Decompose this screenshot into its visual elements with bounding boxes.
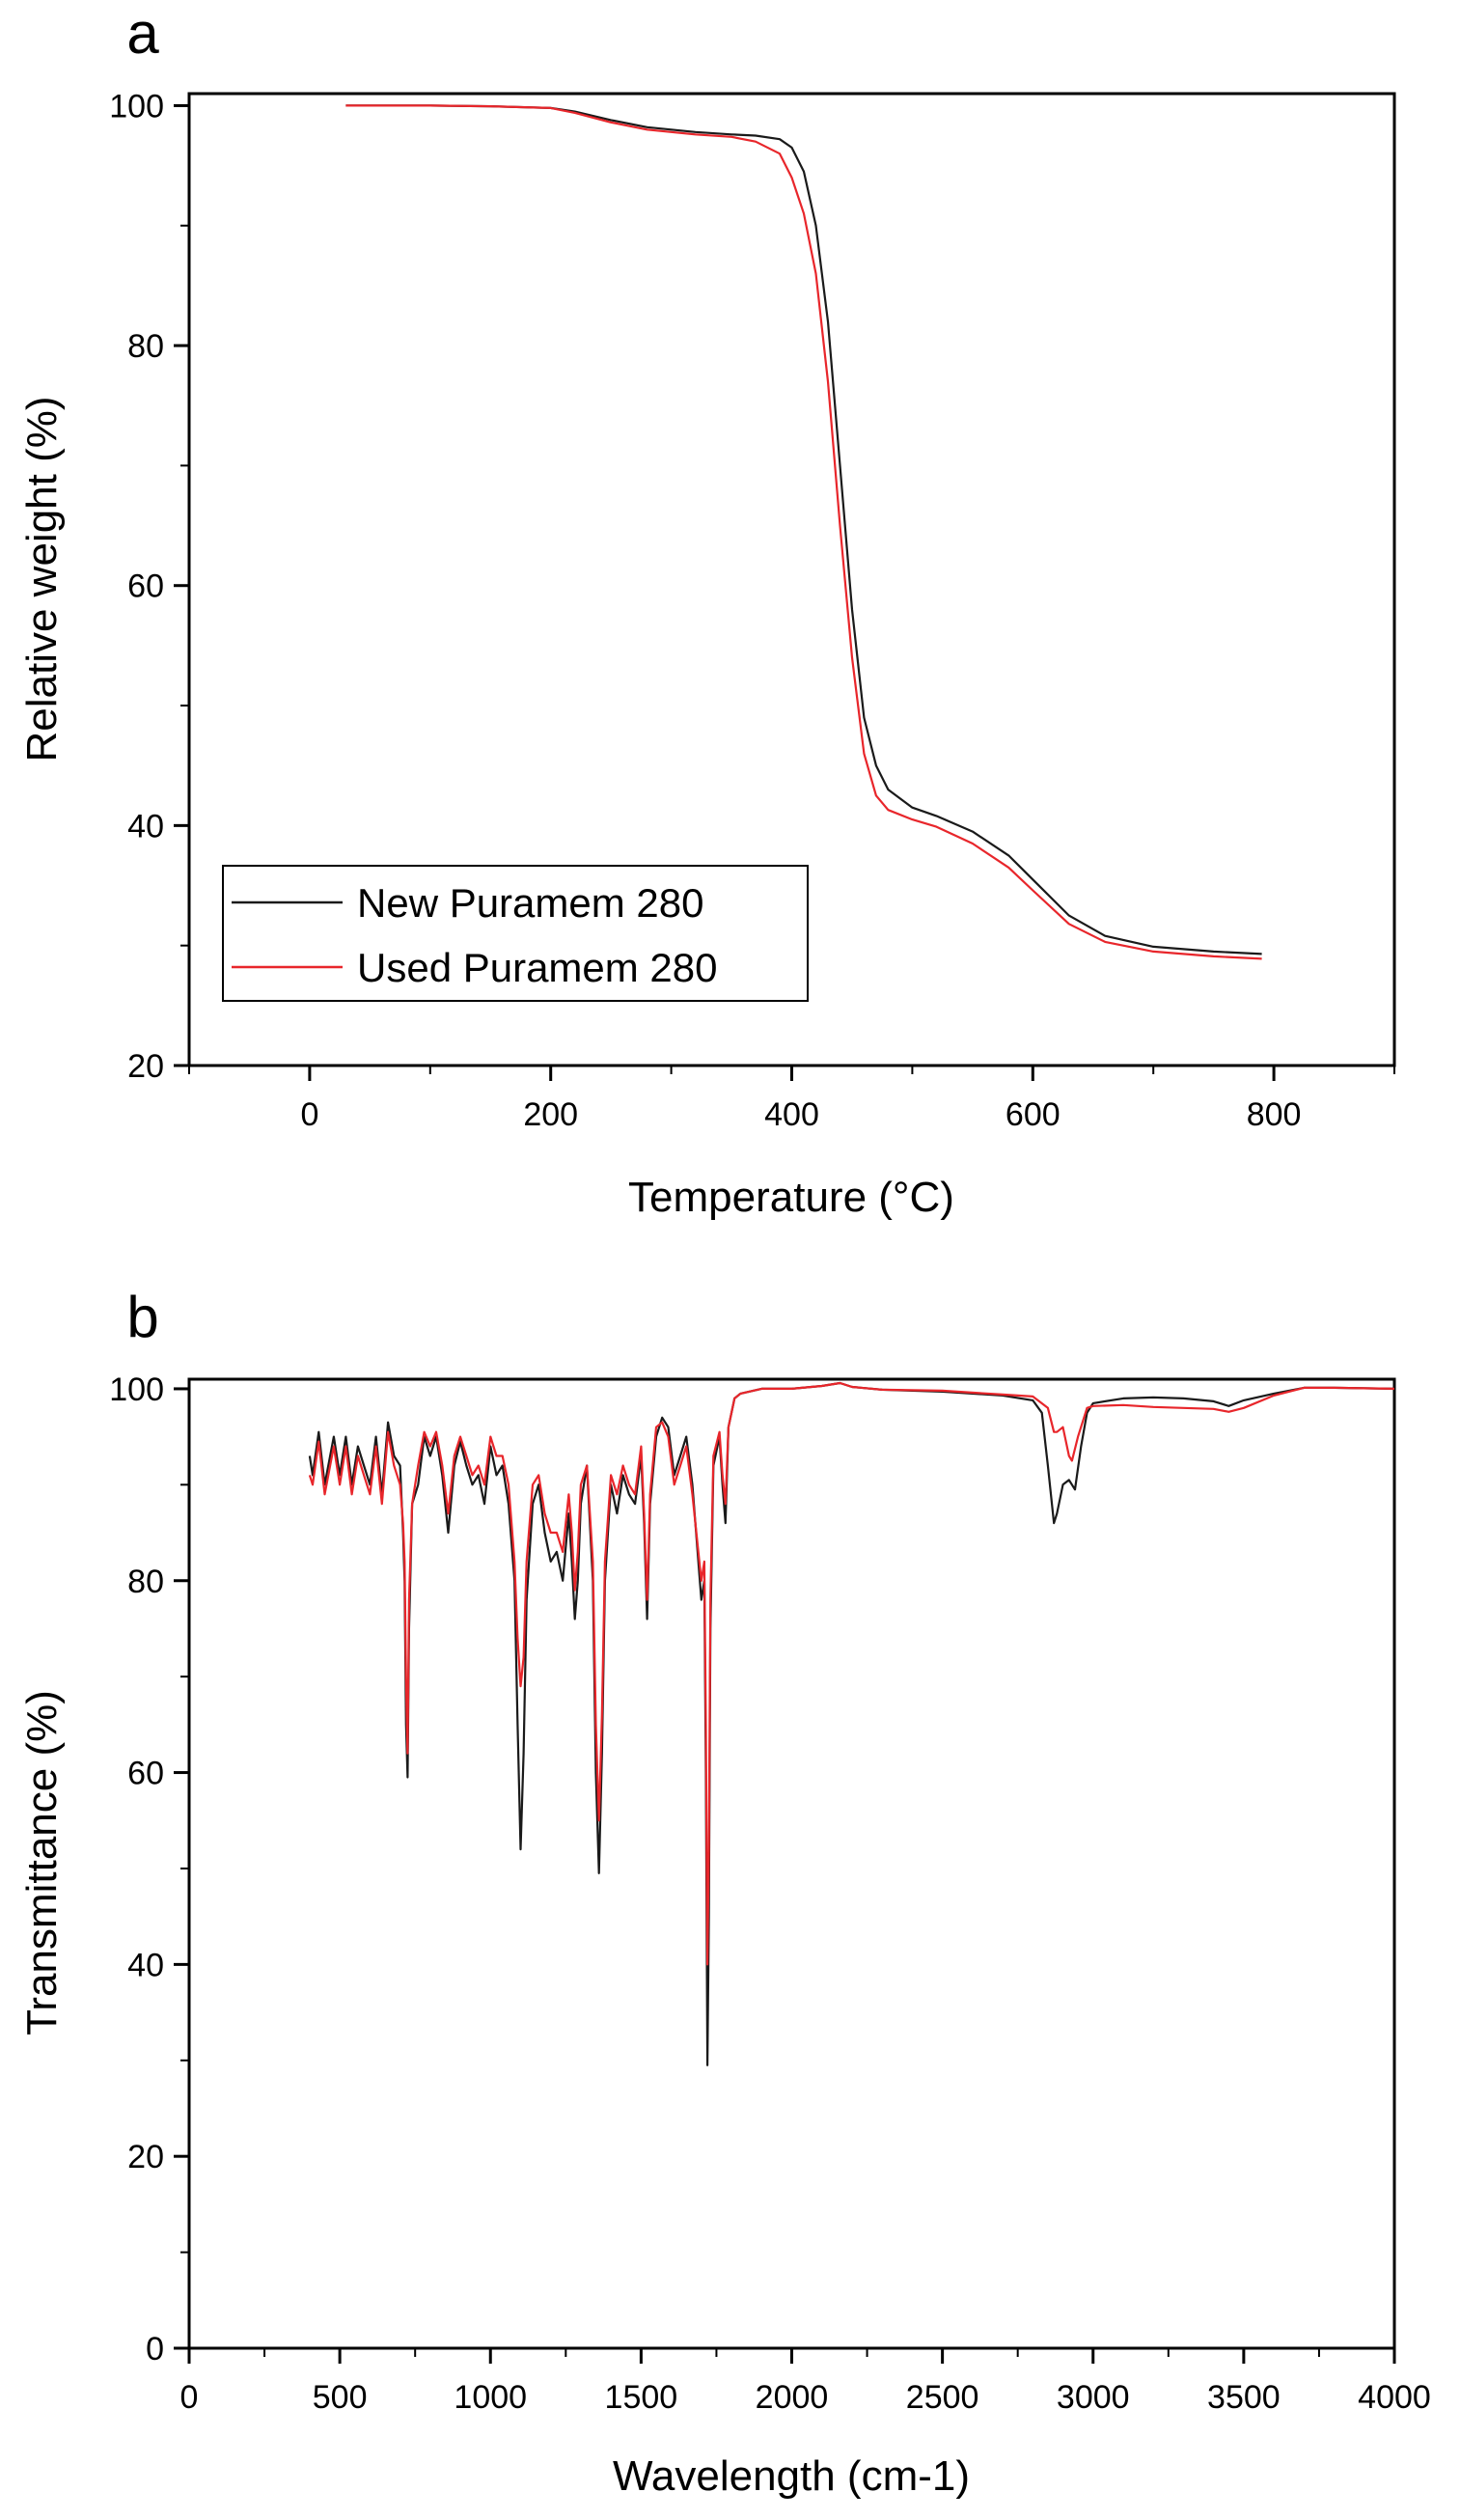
panel-b-lines (308, 1381, 1395, 2066)
x-tick-label: 3500 (1207, 2379, 1281, 2416)
y-tick-label: 80 (127, 328, 164, 365)
x-tick-label: 1500 (605, 2379, 678, 2416)
y-tick-label: 0 (146, 2331, 164, 2368)
y-tick-label: 60 (127, 1756, 164, 1792)
panel-a: a 0 200 400 600 800 20 40 60 80 100 Relative weig… (18, 1, 1396, 1221)
x-tick-label: 3000 (1057, 2379, 1130, 2416)
x-tick-label: 4000 (1358, 2379, 1431, 2416)
panel-b-label: b (126, 1285, 158, 1349)
y-tick-label: 80 (127, 1564, 164, 1600)
x-tick-label: 0 (300, 1096, 318, 1133)
panel-a-ticks: 0 200 400 600 800 20 40 60 80 100 (109, 88, 1395, 1133)
x-tick-label: 800 (1247, 1096, 1302, 1133)
panel-a-x-axis-label: Temperature (°C) (628, 1174, 954, 1221)
panel-a-y-axis-label: Relative weight (%) (18, 396, 66, 762)
y-tick-label: 20 (127, 1048, 164, 1085)
panel-b: b 0 500 1000 1500 2000 2500 3000 3500 4000 0 20 40 6… (18, 1285, 1431, 2500)
panel-a-legend: New Puramem 280 Used Puramem 280 (222, 865, 809, 1002)
y-tick-label: 60 (127, 568, 164, 605)
x-tick-label: 1000 (454, 2379, 527, 2416)
y-tick-label: 100 (109, 1371, 164, 1408)
panel-a-legend-box (222, 865, 809, 1002)
x-tick-label: 0 (180, 2379, 199, 2416)
series-line-new-puramem-280 (345, 104, 1262, 955)
x-tick-label: 200 (523, 1096, 578, 1133)
x-tick-label: 500 (313, 2379, 368, 2416)
y-tick-label: 40 (127, 808, 164, 845)
panel-a-label: a (126, 1, 159, 66)
panel-b-plot-frame (187, 1377, 1396, 2350)
x-tick-label: 2000 (756, 2379, 829, 2416)
panel-b-y-axis-label: Transmittance (%) (18, 1690, 66, 2035)
series-line-used-puramem-280 (345, 104, 1262, 960)
legend-label-new-puramem: New Puramem 280 (357, 880, 703, 926)
series-line-used-puramem-280 (308, 1381, 1395, 1966)
panel-b-ticks: 0 500 1000 1500 2000 2500 3000 3500 4000 0 20 40 60 8… (109, 1371, 1431, 2416)
panel-a-lines (345, 104, 1262, 960)
series-line-new-puramem-280 (308, 1381, 1395, 2066)
x-tick-label: 2500 (906, 2379, 979, 2416)
y-tick-label: 20 (127, 2139, 164, 2175)
x-tick-label: 400 (764, 1096, 819, 1133)
panel-b-x-axis-label: Wavelength (cm-1) (613, 2452, 970, 2500)
y-tick-label: 100 (109, 88, 164, 125)
legend-label-used-puramem: Used Puramem 280 (357, 945, 718, 990)
x-tick-label: 600 (1005, 1096, 1061, 1133)
y-tick-label: 40 (127, 1947, 164, 1983)
